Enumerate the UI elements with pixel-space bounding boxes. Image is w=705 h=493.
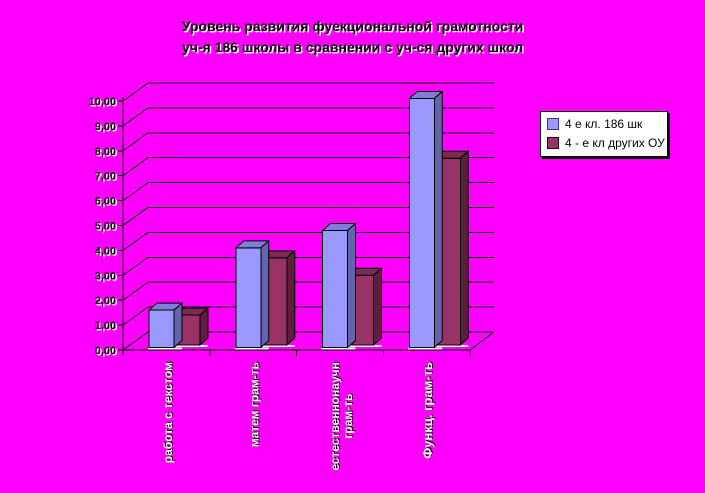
bar-base-highlight — [148, 347, 182, 350]
category-label-shadow: Функц. грам-ть — [421, 361, 436, 458]
gridline — [122, 132, 494, 152]
y-tick-label: 2,00 — [95, 295, 116, 307]
gridline — [122, 256, 494, 276]
y-tick-label: 3,00 — [95, 270, 116, 282]
y-tick-label: 0,00 — [95, 345, 116, 357]
y-tick-label: 1,00 — [95, 320, 116, 332]
bar-base-highlight — [321, 347, 356, 350]
gridline — [122, 82, 494, 102]
bar — [322, 229, 348, 348]
y-tick-label: 4,00 — [95, 245, 116, 257]
bar-side-face — [286, 249, 296, 347]
category-label: естественнонаучн — [328, 362, 342, 471]
legend-item-series1: 4 е кл. 186 шк — [547, 117, 661, 131]
y-tick-label-shadow: 4,00 — [96, 247, 117, 259]
category-label: грам-ть — [341, 393, 355, 438]
bar-side-face — [260, 239, 270, 349]
category-label: работа с текстом — [161, 362, 175, 463]
y-tick-label-shadow: 1,00 — [96, 322, 117, 334]
bar — [408, 98, 435, 348]
category-label: матем грам-ть — [248, 362, 262, 447]
bar — [235, 247, 262, 348]
bar-side-face — [347, 222, 356, 349]
y-tick-label: 5,00 — [95, 221, 116, 233]
gridline — [122, 207, 494, 226]
gridline — [122, 182, 494, 202]
bar-base-highlight — [260, 345, 295, 347]
y-tick-label-shadow: 9,00 — [96, 122, 117, 134]
bar-base-highlight — [434, 345, 469, 347]
y-tick-label-shadow: 3,00 — [96, 272, 117, 284]
gridline — [122, 157, 494, 177]
y-tick-label: 6,00 — [95, 196, 116, 208]
chart-title: Уровень развития фуекциональной грамотно… — [0, 16, 705, 58]
bar-base-highlight — [174, 345, 208, 347]
bar-side-face — [433, 90, 443, 349]
legend-swatch-series2-icon — [547, 137, 559, 149]
bar-base-highlight — [408, 347, 443, 350]
category-label-shadow: работа с текстом — [162, 361, 176, 462]
y-tick-label: 8,00 — [95, 146, 116, 158]
bar-side-face — [373, 267, 382, 347]
y-tick-label-shadow: 6,00 — [96, 197, 117, 209]
chart-title-line2: уч-я 186 школы в сравнении с уч-ся други… — [181, 39, 524, 55]
bar-side-face — [459, 150, 469, 347]
legend-label-series1: 4 е кл. 186 шк — [565, 117, 643, 131]
category-label-shadow: грам-ть — [342, 392, 356, 437]
gridline — [122, 231, 494, 251]
category-label: Функц. грам-ть — [420, 362, 435, 459]
category-label-shadow: естественнонаучн — [329, 361, 343, 470]
floor-right-edge — [469, 331, 495, 351]
legend-label-series2: 4 - е кл других ОУ — [565, 136, 665, 150]
y-tick-label: 10,00 — [88, 96, 116, 108]
legend: 4 е кл. 186 шк 4 - е кл других ОУ — [540, 111, 668, 157]
y-tick-label-shadow: 2,00 — [96, 297, 117, 309]
y-tick-label-shadow: 10,00 — [90, 98, 118, 110]
y-tick-label-shadow: 0,00 — [96, 347, 117, 359]
y-tick-label-shadow: 5,00 — [96, 222, 117, 234]
bar-side-face — [173, 302, 183, 349]
bar-base-highlight — [347, 345, 382, 347]
chart-title-line1: Уровень развития фуекциональной грамотно… — [181, 18, 524, 34]
bar — [148, 309, 175, 348]
bar-base-highlight — [234, 347, 269, 350]
category-label-shadow: матем грам-ть — [249, 361, 263, 446]
y-tick-label-shadow: 7,00 — [96, 172, 117, 184]
y-tick-label-shadow: 8,00 — [96, 147, 117, 159]
y-tick-label: 7,00 — [95, 171, 116, 183]
gridline — [122, 107, 494, 127]
legend-swatch-series1-icon — [547, 118, 559, 130]
y-tick-label: 9,00 — [95, 121, 116, 133]
bar-side-face — [199, 307, 209, 347]
legend-item-series2: 4 - е кл других ОУ — [547, 136, 665, 150]
